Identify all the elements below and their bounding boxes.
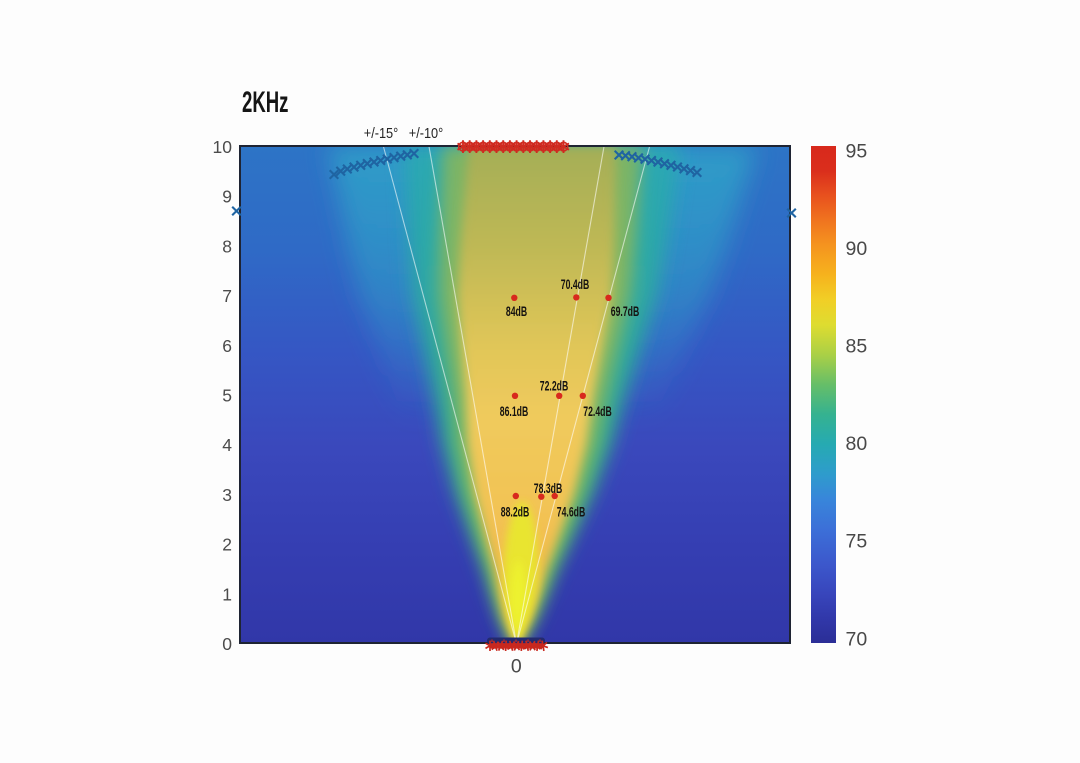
svg-text:8: 8 xyxy=(222,236,232,256)
svg-text:0: 0 xyxy=(222,634,232,654)
svg-text:1: 1 xyxy=(222,584,232,604)
svg-text:95: 95 xyxy=(846,141,868,163)
svg-text:72.2dB: 72.2dB xyxy=(540,378,568,394)
svg-text:84dB: 84dB xyxy=(506,304,527,320)
svg-text:88.2dB: 88.2dB xyxy=(501,505,529,521)
svg-text:70.4dB: 70.4dB xyxy=(561,277,589,293)
svg-text:86.1dB: 86.1dB xyxy=(500,404,528,420)
svg-text:80: 80 xyxy=(846,433,868,455)
svg-text:69.7dB: 69.7dB xyxy=(611,304,639,320)
svg-text:78.3dB: 78.3dB xyxy=(534,481,562,497)
svg-text:3: 3 xyxy=(222,485,232,505)
svg-text:+/-10°: +/-10° xyxy=(409,124,443,141)
svg-text:2KHz: 2KHz xyxy=(242,86,288,120)
svg-text:5: 5 xyxy=(222,386,232,406)
svg-text:+/-15°: +/-15° xyxy=(364,124,398,141)
svg-text:0: 0 xyxy=(511,655,522,677)
svg-text:70: 70 xyxy=(846,628,868,650)
svg-text:6: 6 xyxy=(222,336,232,356)
svg-text:74.6dB: 74.6dB xyxy=(557,505,585,521)
svg-text:75: 75 xyxy=(846,531,868,553)
svg-text:2: 2 xyxy=(222,535,232,555)
svg-text:85: 85 xyxy=(846,336,868,358)
svg-text:7: 7 xyxy=(222,286,232,306)
svg-text:72.4dB: 72.4dB xyxy=(583,404,611,420)
svg-text:4: 4 xyxy=(222,435,232,455)
svg-text:10: 10 xyxy=(213,137,233,157)
svg-text:90: 90 xyxy=(846,238,868,260)
svg-text:9: 9 xyxy=(222,187,232,207)
